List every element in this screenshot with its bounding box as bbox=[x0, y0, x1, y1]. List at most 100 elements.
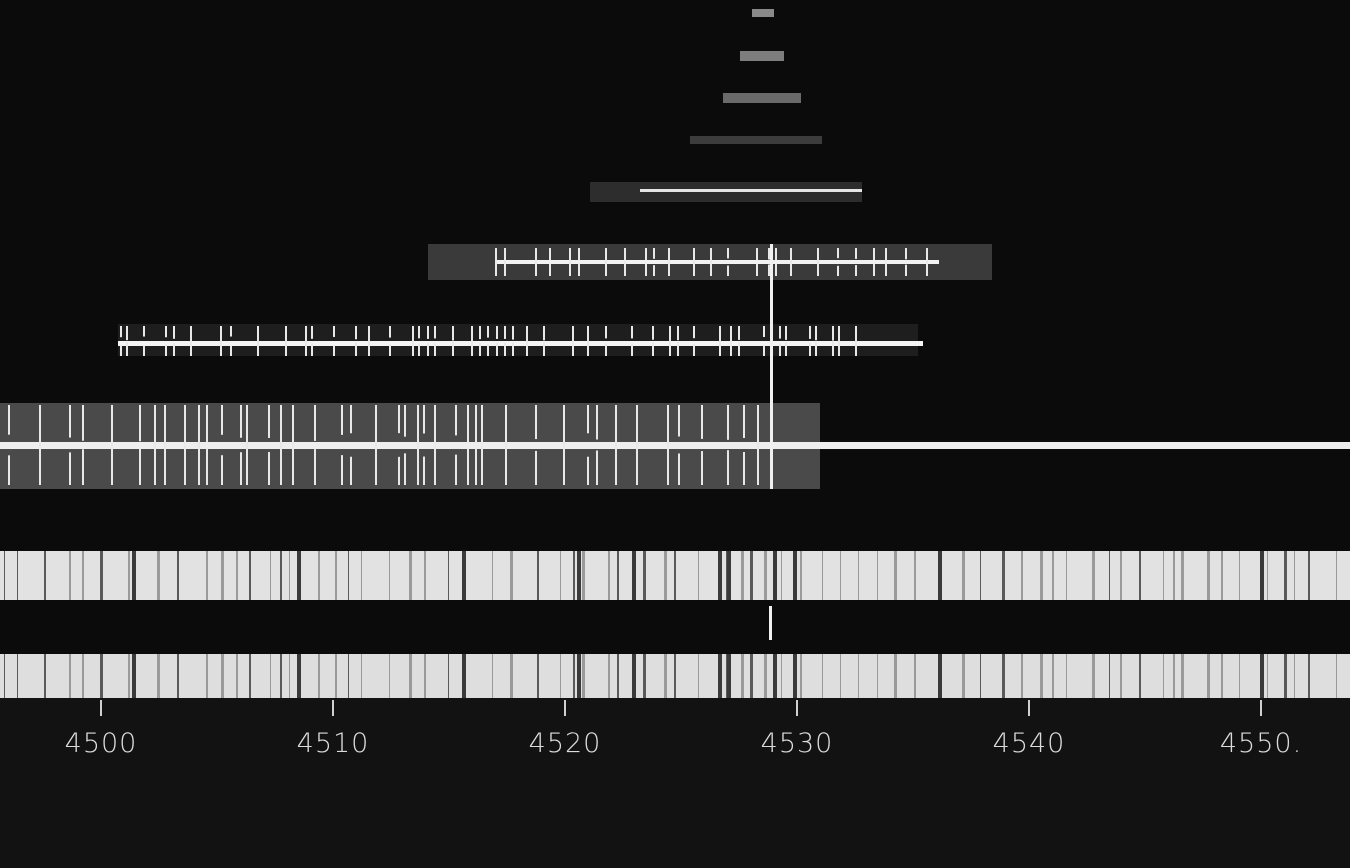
wavelength-label: 4540 bbox=[992, 728, 1066, 759]
exposure-1 bbox=[752, 9, 774, 17]
absorption-line bbox=[608, 551, 610, 600]
emission-line bbox=[535, 450, 537, 485]
absorption-line bbox=[361, 654, 362, 698]
emission-line bbox=[246, 437, 248, 485]
emission-line bbox=[790, 259, 792, 276]
strong-absorption-line bbox=[462, 654, 466, 698]
emission-line bbox=[496, 343, 498, 356]
emission-line bbox=[452, 341, 454, 356]
emission-line bbox=[126, 326, 128, 341]
absorption-line bbox=[741, 551, 744, 600]
emission-line bbox=[701, 451, 703, 485]
emission-line bbox=[905, 248, 907, 260]
emission-line bbox=[333, 326, 335, 337]
absorption-line bbox=[492, 654, 493, 698]
emission-line bbox=[885, 248, 887, 262]
absorption-line bbox=[1066, 654, 1067, 698]
emission-line bbox=[39, 441, 41, 485]
emission-line bbox=[418, 343, 420, 356]
emission-line bbox=[790, 248, 792, 265]
absorption-line bbox=[270, 551, 271, 600]
emission-line bbox=[467, 405, 469, 443]
absorption-line bbox=[318, 654, 320, 698]
emission-line bbox=[809, 343, 811, 356]
absorption-line bbox=[1109, 654, 1110, 698]
emission-line bbox=[738, 326, 740, 340]
strong-absorption-line bbox=[297, 654, 301, 698]
emission-line bbox=[572, 340, 574, 356]
emission-line bbox=[669, 339, 671, 356]
emission-line bbox=[605, 260, 607, 276]
absorption-line bbox=[617, 654, 619, 698]
wavelength-label: 4530 bbox=[760, 728, 834, 759]
emission-line bbox=[838, 339, 840, 356]
emission-line bbox=[526, 326, 528, 343]
emission-line bbox=[311, 343, 313, 356]
wavelength-label: 4500 bbox=[64, 728, 138, 759]
absorption-line bbox=[206, 551, 208, 600]
absorption-line bbox=[698, 551, 699, 600]
emission-line bbox=[206, 405, 208, 442]
absorption-line bbox=[822, 551, 823, 600]
absorption-line bbox=[1021, 654, 1023, 698]
emission-line bbox=[220, 338, 222, 356]
emission-line bbox=[504, 261, 506, 276]
emission-line bbox=[417, 405, 419, 453]
emission-line bbox=[569, 262, 571, 276]
emission-line bbox=[206, 448, 208, 485]
emission-line bbox=[504, 248, 506, 263]
strong-absorption-line bbox=[793, 551, 797, 600]
absorption-line bbox=[335, 551, 337, 600]
absorption-line bbox=[82, 654, 84, 698]
absorption-line bbox=[1120, 654, 1122, 698]
absorption-line bbox=[962, 551, 965, 600]
emission-line bbox=[743, 405, 745, 438]
emission-line bbox=[631, 343, 633, 356]
emission-line bbox=[221, 405, 223, 435]
strong-absorption-line bbox=[793, 654, 797, 698]
emission-line bbox=[596, 405, 598, 440]
emission-line bbox=[475, 405, 477, 443]
emission-line bbox=[368, 338, 370, 356]
emission-line bbox=[779, 343, 781, 356]
emission-line bbox=[418, 326, 420, 339]
strong-absorption-line bbox=[773, 654, 777, 698]
emission-line bbox=[111, 405, 113, 447]
absorption-line bbox=[177, 654, 179, 698]
emission-line bbox=[727, 248, 729, 259]
absorption-line bbox=[840, 654, 841, 698]
emission-line bbox=[496, 326, 498, 339]
emission-line bbox=[678, 405, 680, 437]
absorption-line bbox=[980, 654, 981, 698]
plate-lower-field bbox=[0, 690, 1350, 868]
emission-line bbox=[535, 248, 537, 263]
absorption-line bbox=[1040, 654, 1043, 698]
absorption-line bbox=[1239, 551, 1240, 600]
emission-line bbox=[855, 326, 857, 342]
absorption-line bbox=[448, 654, 449, 698]
emission-line bbox=[587, 405, 589, 434]
absorption-line bbox=[1336, 551, 1337, 600]
absorption-line bbox=[1181, 654, 1184, 698]
absorption-line bbox=[1052, 654, 1054, 698]
emission-line bbox=[257, 326, 259, 344]
emission-line bbox=[605, 248, 607, 264]
emission-line bbox=[815, 326, 817, 341]
emission-line bbox=[763, 344, 765, 356]
emission-line bbox=[543, 341, 545, 356]
emission-line bbox=[292, 442, 294, 485]
absorption-line bbox=[1052, 551, 1054, 600]
emission-line bbox=[785, 342, 787, 356]
wavelength-label: 4510 bbox=[296, 728, 370, 759]
absorption-line bbox=[1163, 551, 1164, 600]
emission-line bbox=[719, 340, 721, 356]
absorption-line bbox=[582, 654, 585, 698]
emission-line bbox=[471, 326, 473, 344]
strong-absorption-line bbox=[132, 551, 136, 600]
scale-tick bbox=[100, 700, 102, 716]
absorption-line bbox=[726, 654, 727, 698]
strong-absorption-line bbox=[727, 551, 731, 600]
absorption-line bbox=[4, 551, 5, 600]
absorption-line bbox=[764, 654, 767, 698]
exposure-7 bbox=[118, 324, 918, 356]
